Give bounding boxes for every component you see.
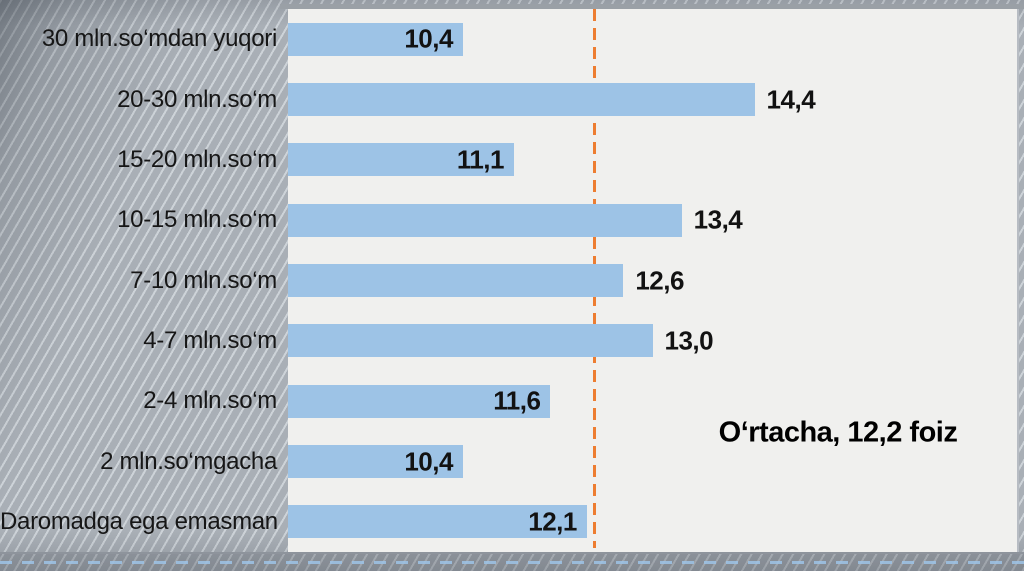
category-label: 20-30 mln.so‘m (117, 85, 277, 113)
bar (288, 203, 682, 237)
bar (288, 505, 587, 539)
category-label: 30 mln.so‘mdan yuqori (41, 25, 277, 53)
category-label: 4-7 mln.so‘m (143, 326, 277, 354)
value-label: 10,4 (404, 23, 453, 54)
category-label: 2-4 mln.so‘m (143, 387, 277, 415)
average-annotation: O‘rtacha, 12,2 foiz (718, 416, 958, 449)
bar (288, 264, 624, 297)
value-label: 14,4 (766, 84, 816, 114)
category-label: 10-15 mln.so‘m (117, 206, 277, 234)
bar (288, 22, 463, 56)
bottom-dashed-line (0, 561, 1024, 564)
chart-top-border (280, 4, 1024, 9)
bar (288, 143, 514, 177)
category-label: 15-20 mln.so‘m (117, 145, 277, 173)
bar (288, 384, 551, 418)
value-label: 11,1 (456, 144, 505, 175)
value-label: 12,6 (635, 265, 684, 295)
value-label: 13,4 (693, 204, 743, 235)
bar (288, 324, 653, 358)
value-label: 12,1 (528, 506, 577, 537)
bar (288, 83, 755, 116)
value-label: 10,4 (404, 446, 453, 476)
category-label: 2 mln.so‘mgacha (100, 447, 277, 475)
value-label: 13,0 (664, 325, 714, 356)
bottom-border (0, 552, 1024, 571)
category-label: Daromadga ega emasman (0, 507, 278, 535)
bar (288, 445, 463, 478)
chart-plot-area: O‘rtacha, 12,2 foiz 10,4 14,4 11,1 13,4 12,6… (288, 9, 1019, 552)
category-label: 7-10 mln.so‘m (130, 266, 277, 294)
value-label: 11,6 (493, 385, 541, 416)
